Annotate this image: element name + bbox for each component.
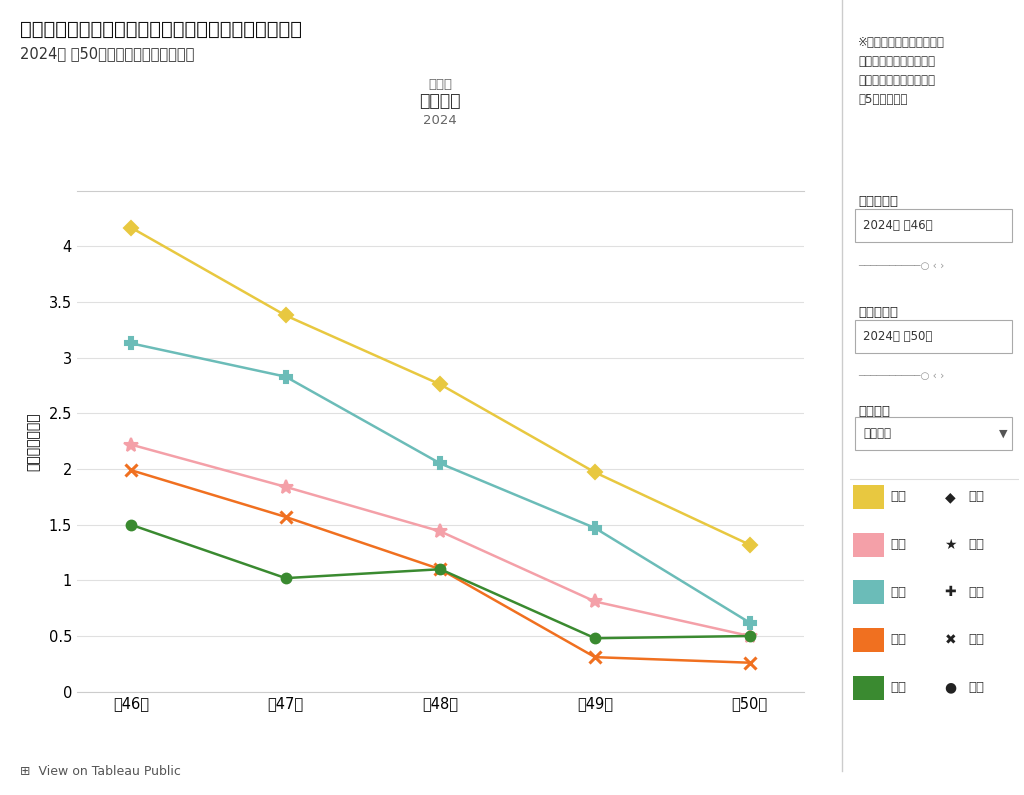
Text: ▼: ▼: [998, 429, 1008, 438]
Text: 感染症名: 感染症名: [858, 405, 890, 418]
Text: 西部: 西部: [969, 681, 984, 694]
Text: 東部: 東部: [891, 586, 906, 599]
Text: ──────────○ ‹ ›: ──────────○ ‹ ›: [858, 371, 944, 382]
Text: 全国: 全国: [969, 491, 984, 503]
Text: 開始週選択: 開始週選択: [858, 195, 898, 207]
Text: 手足口病: 手足口病: [420, 91, 461, 110]
Text: 中部: 中部: [891, 634, 906, 646]
Y-axis label: 定点当り患者数: 定点当り患者数: [27, 412, 40, 471]
FancyBboxPatch shape: [853, 580, 884, 604]
FancyBboxPatch shape: [853, 628, 884, 652]
FancyBboxPatch shape: [853, 485, 884, 509]
Text: ●: ●: [944, 681, 956, 695]
Text: 全国: 全国: [891, 491, 906, 503]
Text: 小児科: 小児科: [428, 79, 453, 91]
FancyBboxPatch shape: [855, 320, 1012, 353]
Text: 終了週選択: 終了週選択: [858, 306, 898, 319]
Text: 東部: 東部: [969, 586, 984, 599]
Text: ✖: ✖: [944, 633, 956, 647]
Text: ✚: ✚: [944, 585, 956, 599]
Text: 全県: 全県: [891, 538, 906, 551]
Text: 中部: 中部: [969, 634, 984, 646]
Text: 2024年 第46週: 2024年 第46週: [863, 219, 933, 232]
Text: ──────────○ ‹ ›: ──────────○ ‹ ›: [858, 261, 944, 271]
FancyBboxPatch shape: [853, 533, 884, 556]
Text: 2024年 第50週: 2024年 第50週: [863, 330, 933, 343]
Text: 西部: 西部: [891, 681, 906, 694]
FancyBboxPatch shape: [855, 209, 1012, 242]
Text: 2024: 2024: [424, 114, 457, 127]
Text: ◆: ◆: [944, 490, 955, 504]
Text: ⊞  View on Tableau Public: ⊞ View on Tableau Public: [20, 765, 181, 778]
Text: 定点把握の対象となる５類感染症（週報対象のもの）: 定点把握の対象となる５類感染症（週報対象のもの）: [20, 20, 302, 39]
Text: ★: ★: [944, 537, 957, 552]
FancyBboxPatch shape: [853, 676, 884, 700]
FancyBboxPatch shape: [855, 417, 1012, 450]
Text: 手足口病: 手足口病: [863, 427, 892, 440]
Text: 全県: 全県: [969, 538, 984, 551]
Text: ※表示したい年週の期間を
以下のスライダーで選択
できます（初期表示は直
近5週間です）: ※表示したい年週の期間を 以下のスライダーで選択 できます（初期表示は直 近5週…: [858, 36, 945, 106]
Text: 2024年 第50週までのデータに基づく: 2024年 第50週までのデータに基づく: [20, 46, 195, 61]
